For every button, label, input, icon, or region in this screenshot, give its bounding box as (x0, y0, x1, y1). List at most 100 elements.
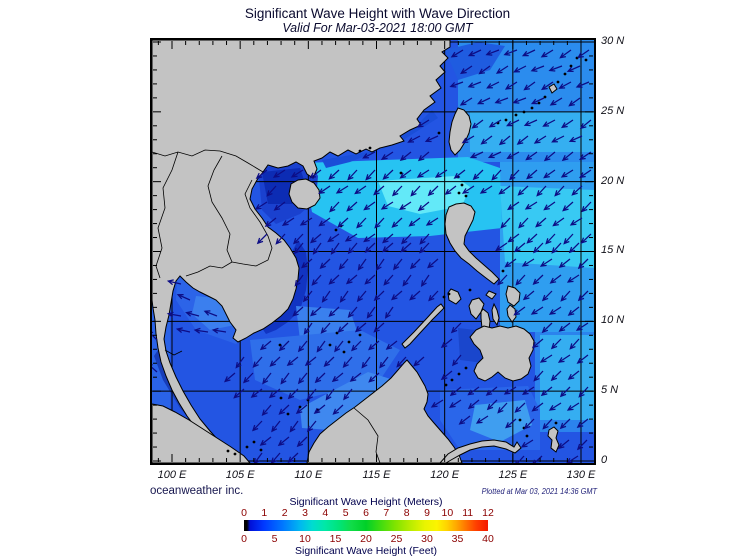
small-island (464, 366, 468, 370)
wave-direction-arrow (302, 290, 313, 303)
wave-direction-arrow (347, 242, 358, 255)
wave-direction-arrow (275, 233, 286, 245)
wave-direction-arrow (577, 290, 589, 302)
wave-direction-arrow (373, 290, 385, 301)
wave-direction-arrow (515, 455, 525, 463)
wave-direction-arrow (271, 420, 281, 433)
wave-direction-arrow (459, 97, 473, 106)
meters-tick-label: 9 (424, 507, 430, 519)
sea-shade-patch (378, 176, 470, 214)
wave-direction-arrow (424, 135, 439, 143)
wave-direction-arrow (392, 185, 403, 197)
wave-direction-arrow (579, 169, 592, 179)
wave-direction-arrow (409, 290, 421, 301)
small-island (569, 64, 573, 68)
lon-tick-label: 120 E (430, 469, 460, 481)
land-hainan (288, 178, 321, 210)
wave-direction-arrow (413, 356, 425, 367)
wave-direction-arrow (354, 322, 367, 333)
wave-direction-arrow (525, 151, 538, 161)
wave-direction-arrow (273, 201, 286, 211)
wave-direction-arrow (507, 201, 520, 211)
country-border (185, 261, 233, 277)
wave-direction-arrow (316, 340, 326, 353)
wave-direction-arrow (304, 356, 317, 366)
wave-direction-arrow (548, 306, 562, 315)
wave-direction-arrow (568, 242, 580, 254)
small-island (226, 449, 230, 453)
wave-direction-arrow (543, 151, 556, 162)
wave-direction-arrow (266, 185, 277, 197)
wave-direction-arrow (261, 404, 272, 416)
wave-direction-arrow (253, 452, 263, 463)
wave-direction-arrow (532, 455, 543, 463)
wave-direction-arrow (460, 65, 473, 75)
wave-direction-arrow (396, 356, 407, 368)
wave-direction-arrow (152, 331, 158, 341)
wave-direction-arrow (270, 452, 281, 463)
wave-direction-arrow (382, 233, 394, 244)
wave-direction-arrow (295, 404, 308, 414)
small-island (399, 171, 403, 175)
wave-direction-arrow (440, 338, 453, 348)
wave-direction-arrow (542, 119, 556, 127)
small-island (437, 131, 441, 135)
wave-direction-arrow (434, 169, 448, 178)
small-island (554, 421, 558, 425)
small-island (501, 269, 505, 273)
legend-title-meters: Significant Wave Height (Meters) (289, 496, 443, 508)
wave-direction-arrow (450, 322, 462, 334)
valid-time-subtitle: Valid For Mar-03-2021 18:00 GMT (282, 21, 473, 35)
wave-direction-arrow (357, 258, 367, 271)
lat-tick-label: 20 N (601, 174, 625, 187)
wave-direction-arrow (579, 119, 592, 130)
small-island (259, 448, 263, 452)
wave-direction-arrow (540, 386, 553, 397)
wave-direction-arrow (558, 81, 572, 89)
wave-direction-arrow (335, 185, 349, 194)
meters-tick-label: 12 (482, 507, 494, 519)
wave-direction-arrow (452, 354, 462, 367)
wave-direction-arrow (488, 119, 502, 128)
meters-tick-label: 3 (302, 507, 308, 519)
wave-direction-arrow (268, 388, 281, 399)
small-island (358, 149, 362, 153)
wave-direction-arrow (373, 185, 385, 196)
legend-title-feet: Significant Wave Height (Feet) (294, 545, 437, 557)
wave-direction-arrow (531, 402, 544, 412)
wave-direction-arrow (506, 151, 520, 159)
wave-direction-arrow (323, 356, 335, 367)
meters-tick-label: 0 (241, 507, 247, 519)
wave-direction-arrow (491, 169, 502, 181)
wave-direction-arrow (314, 372, 326, 384)
country-border (353, 407, 381, 463)
small-island (279, 396, 283, 400)
small-island (584, 58, 588, 62)
wave-direction-arrow (575, 322, 589, 331)
wave-direction-arrow (469, 151, 484, 159)
wave-direction-arrow (513, 306, 526, 316)
small-island (252, 440, 256, 444)
wave-direction-arrow (550, 338, 562, 350)
wave-direction-arrow (328, 274, 340, 285)
land-mindoro (447, 288, 462, 305)
wave-direction-arrow (380, 151, 394, 161)
wave-direction-arrow (549, 274, 562, 284)
wave-direction-arrow (420, 274, 430, 287)
wave-direction-arrow (368, 372, 380, 383)
lon-tick-label: 105 E (225, 469, 255, 481)
wave-direction-arrow (561, 119, 574, 129)
wave-direction-arrow (346, 201, 358, 212)
wave-direction-arrow (310, 306, 322, 317)
wave-direction-arrow (409, 258, 421, 270)
wave-direction-arrow (494, 97, 509, 104)
lat-tick-label: 30 N (601, 34, 625, 47)
wave-direction-arrow (569, 217, 583, 226)
wave-direction-arrow (259, 436, 272, 446)
wave-direction-arrow (319, 258, 331, 269)
wave-direction-arrow (342, 356, 353, 368)
wave-direction-arrow (449, 386, 462, 397)
wave-direction-arrow (318, 217, 331, 227)
wave-direction-arrow (549, 97, 563, 106)
